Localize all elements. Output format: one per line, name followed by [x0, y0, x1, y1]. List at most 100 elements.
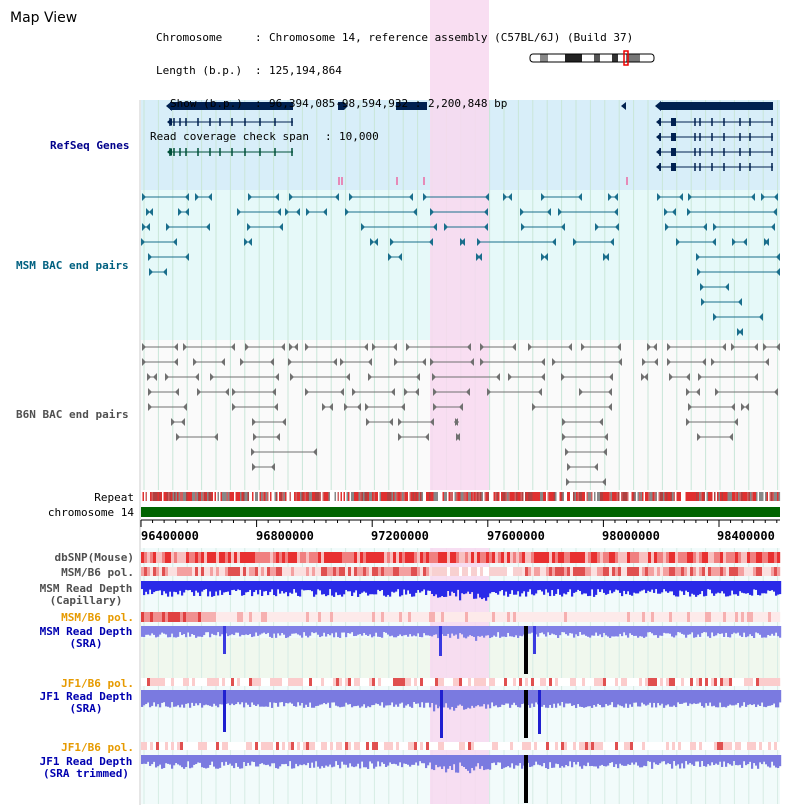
track-label-msm-pol-1[interactable]: MSM/B6 pol.	[61, 566, 134, 579]
repeat-segment	[331, 492, 334, 501]
msm-pol-cell	[729, 567, 733, 576]
msm-sra-depth-bar	[317, 626, 320, 635]
msm-cap-depth-bar	[341, 581, 344, 597]
repeat-segment	[148, 492, 151, 501]
track-label-refseq[interactable]: RefSeq Genes	[50, 139, 130, 152]
msm-sra-depth-bar	[589, 626, 592, 638]
jf1-sra-depth-bar	[653, 690, 656, 703]
jf1-pol-cell	[561, 678, 565, 686]
track-label-repeat[interactable]: Repeat	[94, 491, 134, 504]
msm-pol-cell	[417, 612, 421, 622]
jf1-pol-cell	[660, 678, 664, 686]
msm-pol-cell	[453, 567, 457, 576]
jf1-sra-depth-bar	[705, 690, 708, 704]
msm-pol-cell	[459, 612, 463, 622]
repeat-segment	[342, 492, 344, 501]
jf1-pol-cell	[495, 742, 499, 750]
msm-cap-depth-bar	[487, 581, 490, 598]
dbsnp-cell	[267, 552, 271, 563]
msm-pol-cell	[255, 567, 259, 576]
jf1-sra-depth-bar	[565, 690, 568, 704]
repeat-segment	[507, 492, 509, 501]
repeat-segment	[610, 492, 613, 501]
dbsnp-cell	[510, 552, 514, 563]
jf1-pol-cell	[606, 742, 610, 750]
jf1-trim-depth-bar	[339, 755, 342, 769]
repeat-segment	[522, 492, 524, 501]
track-label-jf1-read-trim[interactable]: JF1 Read Depth (SRA trimmed)	[30, 756, 142, 780]
jf1-trim-depth-bar	[501, 755, 504, 769]
msm-cap-depth-bar	[175, 581, 178, 593]
dbsnp-cell	[270, 552, 274, 563]
msm-sra-depth-bar	[201, 626, 204, 637]
b6n-bac-end	[422, 358, 426, 366]
msm-sra-depth-bar	[503, 626, 506, 637]
repeat-segment	[669, 492, 671, 501]
repeat-segment	[177, 492, 179, 501]
track-label-jf1-read-sra[interactable]: JF1 Read Depth (SRA)	[30, 691, 142, 715]
msm-sra-depth-bar	[309, 626, 312, 636]
repeat-segment	[388, 492, 391, 501]
track-label-jf1-pol-1[interactable]: JF1/B6 pol.	[61, 677, 134, 690]
dbsnp-cell	[585, 552, 589, 563]
msm-cap-depth-bar	[209, 581, 212, 592]
msm-sra-depth-bar	[433, 626, 436, 635]
track-label-msm-read-sra[interactable]: MSM Read Depth (SRA)	[30, 626, 142, 650]
dbsnp-cell	[462, 552, 466, 563]
msm-bac-end	[614, 208, 618, 216]
jf1-pol-cell	[186, 678, 190, 686]
msm-cap-depth-bar	[569, 581, 572, 590]
msm-pol-cell	[693, 612, 697, 622]
msm-sra-depth-bar	[743, 626, 746, 633]
repeat-segment	[654, 492, 656, 501]
jf1-pol-cell	[177, 678, 181, 686]
repeat-segment	[477, 492, 479, 501]
jf1-trim-depth-bar	[341, 755, 344, 762]
msm-sra-depth-bar	[551, 626, 554, 634]
msm-sra-depth-bar	[753, 626, 756, 638]
msm-sra-depth-bar	[243, 626, 246, 636]
dbsnp-cell	[525, 552, 529, 563]
msm-pol-cell	[516, 567, 520, 576]
jf1-pol-cell	[516, 678, 520, 686]
msm-bac-end	[484, 208, 488, 216]
msm-cap-depth-bar	[751, 581, 754, 596]
jf1-trim-depth-bar	[751, 755, 754, 769]
repeat-segment	[465, 492, 467, 501]
track-label-chromosome[interactable]: chromosome 14	[47, 506, 134, 519]
track-label-dbsnp[interactable]: dbSNP(Mouse)	[54, 551, 134, 564]
msm-sra-depth-bar	[715, 626, 718, 636]
b6n-bac-end	[715, 388, 719, 396]
repeat-segment	[555, 492, 557, 501]
jf1-sra-depth-bar	[147, 690, 150, 703]
msm-sra-depth-bar	[601, 626, 604, 638]
msm-pol-cell	[426, 567, 430, 576]
track-label-msm-pol-2[interactable]: MSM/B6 pol.	[61, 611, 134, 624]
msm-sra-depth-bar	[285, 626, 288, 638]
b6n-bac-end	[731, 403, 735, 411]
jf1-pol-cell	[324, 678, 328, 686]
jf1-pol-cell	[150, 678, 154, 686]
axis-tick-label: 96400000	[141, 529, 199, 543]
track-label-jf1-pol-2[interactable]: JF1/B6 pol.	[61, 741, 134, 754]
jf1-pol-cell	[261, 742, 265, 750]
track-label-b6n-bac[interactable]: B6N BAC end pairs	[16, 408, 129, 421]
repeat-segment	[288, 492, 290, 501]
track-label-msm-read-cap[interactable]: MSM Read Depth (Capillary)	[30, 583, 142, 607]
dbsnp-cell	[180, 552, 184, 563]
repeat-segment	[672, 492, 674, 501]
dbsnp-cell	[447, 552, 451, 563]
msm-cap-depth-bar	[477, 581, 480, 594]
msm-bac-end	[237, 208, 241, 216]
jf1-pol-cell	[675, 742, 679, 750]
jf1-trim-depth-bar	[187, 755, 190, 762]
repeat-segment	[553, 492, 556, 501]
jf1-trim-depth-bar	[503, 755, 506, 768]
msm-pol-cell	[345, 567, 349, 576]
msm-cap-depth-bar	[293, 581, 296, 590]
dbsnp-cell	[597, 552, 601, 563]
msm-pol-cell	[477, 612, 481, 622]
track-label-msm-bac[interactable]: MSM BAC end pairs	[16, 259, 129, 272]
